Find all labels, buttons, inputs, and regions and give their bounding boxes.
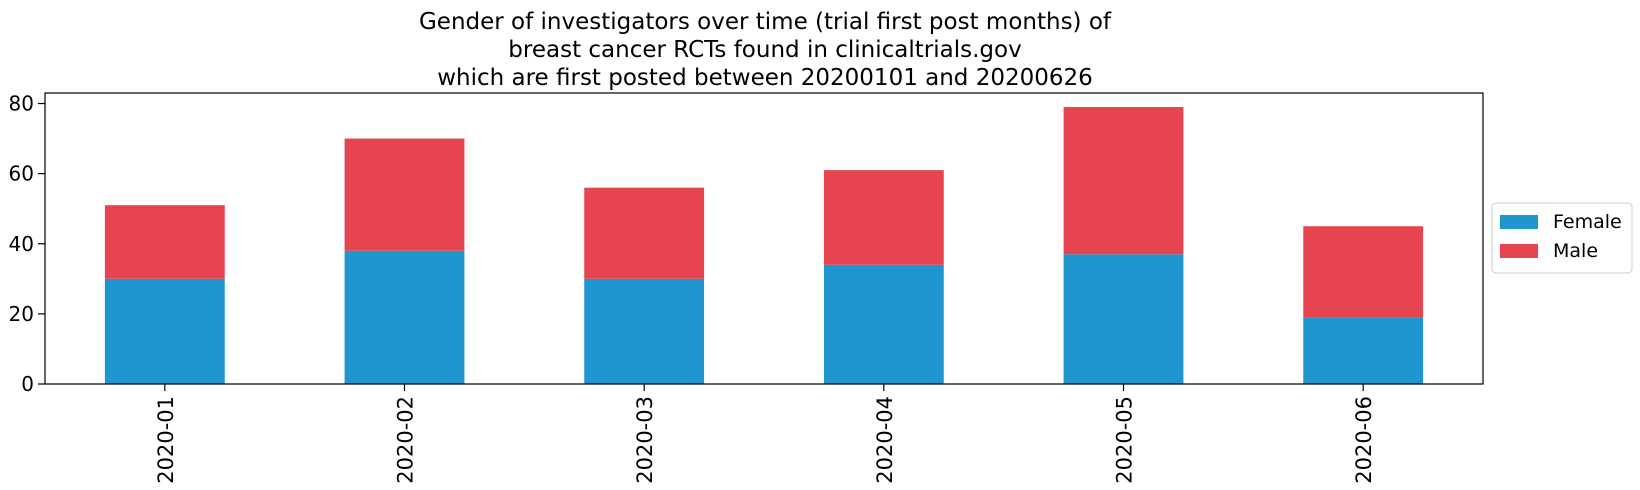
- bar-female-2020-01: [104, 278, 225, 384]
- bar-male-2020-03: [584, 187, 705, 279]
- y-tick-label: 40: [9, 232, 34, 256]
- x-tick-label: 2020-06: [1352, 396, 1376, 484]
- bar-female-2020-06: [1303, 317, 1424, 384]
- y-tick-label: 0: [21, 372, 34, 396]
- bar-male-2020-06: [1303, 226, 1424, 318]
- x-tick-label: 2020-03: [633, 396, 657, 484]
- bar-male-2020-02: [344, 138, 465, 251]
- x-tick-label: 2020-05: [1113, 396, 1137, 484]
- legend-swatch-female: [1500, 215, 1538, 229]
- bar-female-2020-02: [344, 250, 465, 384]
- y-tick-label: 20: [9, 302, 34, 326]
- bar-female-2020-04: [823, 264, 944, 384]
- legend: Female Male: [1491, 202, 1633, 274]
- legend-label-male: Male: [1553, 240, 1598, 262]
- chart-title-line: which are first posted between 20200101 …: [437, 65, 1093, 91]
- legend-label-female: Female: [1553, 211, 1622, 233]
- plot-frame: [44, 92, 1484, 385]
- x-axis: 2020-01 2020-02 2020-03 2020-04 2020-05 2020-…: [154, 384, 1376, 484]
- x-tick-label: 2020-04: [873, 396, 897, 484]
- bars: [104, 107, 1424, 384]
- chart-title-line: Gender of investigators over time (trial…: [419, 9, 1112, 35]
- y-tick-label: 60: [9, 162, 34, 186]
- x-tick-label: 2020-02: [394, 396, 418, 484]
- y-axis: 0 20 40 60 80: [9, 92, 45, 396]
- x-tick-label: 2020-01: [154, 396, 178, 484]
- chart-title: Gender of investigators over time (trial…: [419, 9, 1112, 91]
- bar-male-2020-01: [104, 205, 225, 279]
- bar-female-2020-03: [584, 278, 705, 384]
- legend-swatch-male: [1500, 244, 1538, 258]
- y-tick-label: 80: [9, 92, 34, 116]
- bar-male-2020-04: [823, 170, 944, 265]
- bar-male-2020-05: [1063, 107, 1184, 255]
- chart-title-line: breast cancer RCTs found in clinicaltria…: [508, 37, 1021, 63]
- bar-female-2020-05: [1063, 254, 1184, 384]
